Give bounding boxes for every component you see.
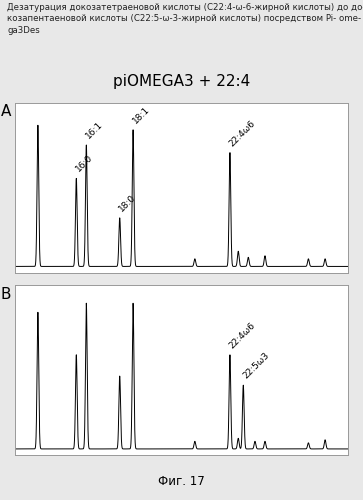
Text: 18:1: 18:1 (131, 104, 151, 126)
Text: 22:4ω6: 22:4ω6 (228, 320, 257, 350)
Text: 22:5ω3: 22:5ω3 (241, 351, 271, 380)
Text: 16:0: 16:0 (74, 153, 94, 174)
Text: A: A (1, 104, 11, 119)
Text: B: B (1, 286, 11, 302)
Text: 16:1: 16:1 (84, 120, 105, 141)
Text: 18:0: 18:0 (117, 192, 138, 214)
Text: piOMEGA3 + 22:4: piOMEGA3 + 22:4 (113, 74, 250, 89)
Text: 22:4ω6: 22:4ω6 (228, 118, 257, 148)
Text: Фиг. 17: Фиг. 17 (158, 475, 205, 488)
Text: Дезатурация докозатетраеновой кислоты (С22:4-ω-6-жирной кислоты) до до-
козапент: Дезатурация докозатетраеновой кислоты (С… (7, 2, 363, 35)
